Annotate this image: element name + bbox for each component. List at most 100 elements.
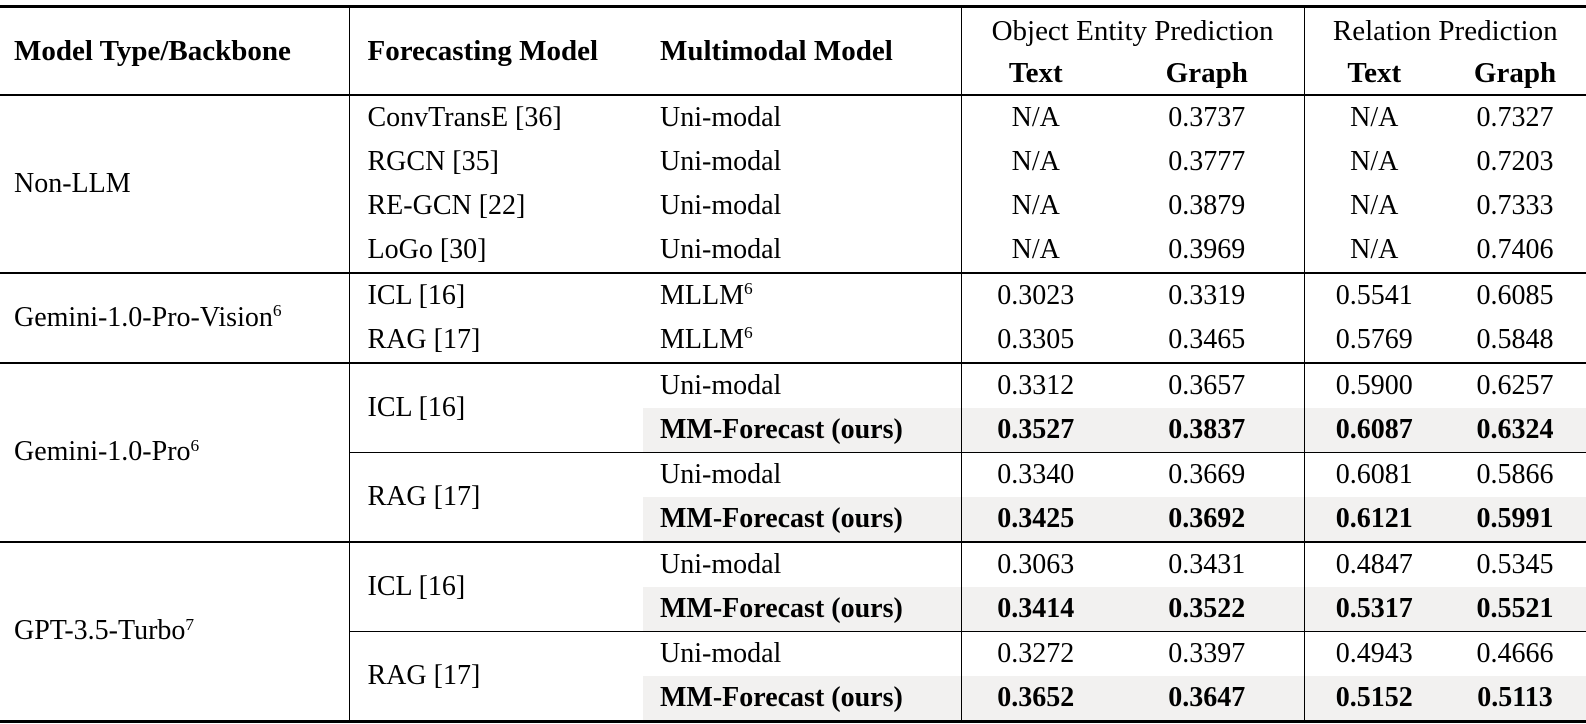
table-row-highlight: MM-Forecast (ours) 0.3527 0.3837 0.6087 … [0, 407, 1586, 452]
metric-obj-text: N/A [1011, 189, 1060, 221]
header-relation-graph: Graph [1473, 57, 1557, 90]
metric-obj-graph: 0.3737 [1110, 93, 1305, 140]
header-row-subcolumns: Text Graph Text Graph [0, 53, 1586, 95]
backbone-gemini-pro: Gemini-1.0-Pro6 [0, 361, 350, 542]
metric-obj-graph: 0.3657 [1110, 361, 1305, 408]
backbone-label: GPT-3.5-Turbo [14, 615, 186, 647]
backbone-gpt-3-5-turbo: GPT-3.5-Turbo7 [0, 540, 350, 721]
metric-rel-text: 0.5152 [1304, 675, 1445, 721]
metric-obj-text: 0.3272 [961, 630, 1110, 676]
metric-rel-graph: 0.5991 [1444, 496, 1586, 542]
metric-rel-graph: 0.6324 [1444, 407, 1586, 452]
metric-rel-graph: 0.5866 [1444, 451, 1586, 497]
metric-obj-graph: 0.3522 [1110, 586, 1305, 631]
metric-rel-text: 0.5769 [1335, 323, 1413, 355]
metric-rel-graph: 0.4666 [1444, 630, 1586, 676]
metric-obj-graph: 0.3969 [1110, 227, 1305, 273]
metric-rel-graph: 0.5521 [1444, 586, 1586, 631]
table-row: Gemini-1.0-Pro-Vision6 ICL [16] MLLM6 0.… [0, 271, 1586, 363]
metric-obj-graph: 0.3669 [1110, 451, 1305, 497]
metric-obj-text: 0.3023 [961, 271, 1110, 318]
metric-obj-text: 0.3527 [961, 407, 1110, 452]
metric-rel-text: N/A [1350, 145, 1399, 177]
metric-obj-text: 0.3063 [961, 540, 1110, 587]
backbone-label: Gemini-1.0-Pro [14, 436, 191, 468]
metric-obj-text: 0.3652 [961, 675, 1110, 721]
metric-obj-text: N/A [961, 93, 1110, 140]
multimodal-model-cell: Uni-modal [643, 451, 962, 497]
header-forecasting-model: Forecasting Model [367, 34, 599, 67]
table-row: RAG [17] MLLM6 0.3305 0.3465 0.5769 0.58… [0, 317, 1586, 363]
metric-obj-graph: 0.3465 [1110, 317, 1305, 363]
backbone-label: Gemini-1.0-Pro-Vision [14, 301, 273, 333]
header-row-groups: Model Type/Backbone Forecasting Model Mu… [0, 6, 1586, 95]
backbone-footnote-mark: 6 [272, 301, 282, 321]
multimodal-model-cell: MLLM6 [643, 271, 962, 318]
metric-rel-text: 0.6121 [1304, 496, 1445, 542]
metric-rel-text: 0.4847 [1304, 540, 1445, 587]
metric-rel-text: 0.4943 [1304, 630, 1445, 676]
metric-rel-text: N/A [1350, 233, 1399, 265]
table-row: Non-LLM ConvTransE [36] Uni-modal N/A 0.… [0, 93, 1586, 273]
multimodal-model-cell: Uni-modal [643, 227, 962, 273]
forecasting-model-cell: ConvTransE [36] [349, 93, 643, 140]
header-object-graph: Graph [1110, 53, 1305, 95]
forecasting-model-cell: ICL [16] [349, 271, 643, 318]
metric-rel-graph: 0.5345 [1444, 540, 1586, 587]
metric-obj-text: 0.3414 [961, 586, 1110, 631]
multimodal-model-cell: MM-Forecast (ours) [643, 407, 962, 452]
multimodal-model-cell: Uni-modal [643, 93, 962, 140]
multimodal-model-cell: Uni-modal [643, 361, 962, 408]
multimodal-label: MLLM [660, 323, 744, 355]
table-row-highlight: MM-Forecast (ours) 0.3425 0.3692 0.6121 … [0, 496, 1586, 542]
multimodal-model-cell: MLLM6 [643, 317, 962, 363]
metric-rel-text: 0.5317 [1304, 586, 1445, 631]
header-group-object-entity-prediction: Object Entity Prediction [961, 6, 1305, 54]
header-model-type-backbone: Model Type/Backbone [0, 6, 350, 95]
metric-obj-text: N/A [1011, 233, 1060, 265]
metric-rel-text: 0.6081 [1304, 451, 1445, 497]
header-group-relation-prediction: Relation Prediction [1332, 14, 1558, 47]
metric-obj-text: 0.3340 [961, 451, 1110, 497]
forecasting-model-cell: RAG [17] [367, 323, 481, 355]
forecasting-model-cell: ICL [16] [349, 361, 643, 452]
metric-rel-graph: 0.5848 [1476, 323, 1554, 355]
table-row: RGCN [35] Uni-modal N/A 0.3777 N/A 0.720… [0, 139, 1586, 184]
multimodal-label: MLLM [660, 279, 744, 311]
metric-rel-graph: 0.7406 [1476, 233, 1554, 265]
metric-rel-graph: 0.7333 [1476, 189, 1554, 221]
forecasting-model-cell: RE-GCN [22] [367, 189, 526, 221]
multimodal-footnote-mark: 6 [744, 323, 753, 343]
table-row: RE-GCN [22] Uni-modal N/A 0.3879 N/A 0.7… [0, 183, 1586, 228]
metric-obj-text: N/A [1011, 145, 1060, 177]
table-row-highlight: MM-Forecast (ours) 0.3652 0.3647 0.5152 … [0, 675, 1586, 721]
multimodal-model-cell: MM-Forecast (ours) [643, 496, 962, 542]
forecasting-model-cell: RGCN [35] [367, 145, 499, 177]
metric-rel-text: 0.5900 [1304, 361, 1445, 408]
metric-obj-graph: 0.3397 [1110, 630, 1305, 676]
metric-obj-text: 0.3312 [961, 361, 1110, 408]
metric-rel-text: 0.5541 [1304, 271, 1445, 318]
metric-rel-text: N/A [1350, 189, 1399, 221]
header-multimodal-model: Multimodal Model [643, 6, 962, 95]
forecasting-model-cell: ICL [16] [349, 540, 643, 631]
header-object-text: Text [1008, 57, 1063, 90]
metric-obj-text: 0.3425 [961, 496, 1110, 542]
metric-obj-graph: 0.3879 [1110, 183, 1305, 228]
results-table: Model Type/Backbone Forecasting Model Mu… [0, 5, 1586, 723]
metric-rel-graph: 0.5113 [1444, 675, 1586, 721]
multimodal-model-cell: Uni-modal [643, 139, 962, 184]
metric-obj-graph: 0.3692 [1110, 496, 1305, 542]
table-row: RAG [17] Uni-modal 0.3340 0.3669 0.6081 … [0, 451, 1586, 542]
backbone-footnote-mark: 7 [185, 614, 195, 634]
forecasting-model-cell: RAG [17] [349, 630, 643, 721]
backbone-gemini-pro-vision: Gemini-1.0-Pro-Vision6 [0, 271, 350, 363]
multimodal-model-cell: MM-Forecast (ours) [643, 586, 962, 631]
metric-rel-graph: 0.7203 [1476, 145, 1554, 177]
table-row: LoGo [30] Uni-modal N/A 0.3969 N/A 0.740… [0, 227, 1586, 273]
metric-obj-graph: 0.3319 [1110, 271, 1305, 318]
metric-obj-text: 0.3305 [997, 323, 1075, 355]
multimodal-model-cell: Uni-modal [643, 540, 962, 587]
metric-obj-graph: 0.3431 [1110, 540, 1305, 587]
